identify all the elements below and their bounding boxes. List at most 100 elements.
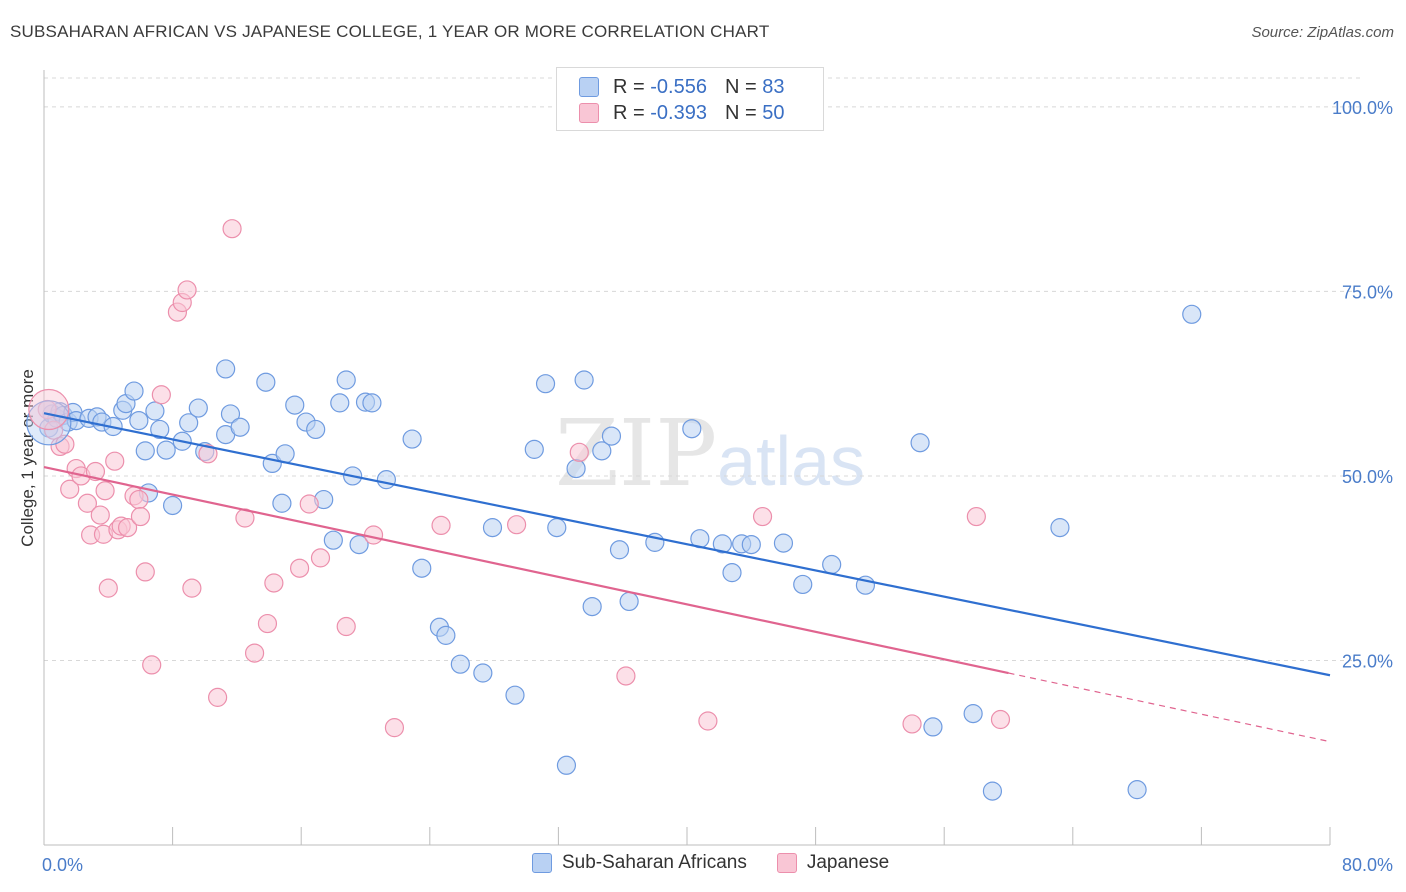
point-japanese [569,442,589,462]
legend-r-value: -0.393 [650,101,707,124]
point-subsaharan-large [26,400,72,446]
point-subsaharan [574,370,594,390]
y-tick-label: 50.0% [1342,467,1393,487]
point-subsaharan [566,458,586,479]
y-tick-label: 25.0% [1342,651,1393,671]
point-japanese-large [28,388,70,431]
point-subsaharan [230,417,250,437]
point-japanese [182,578,202,598]
y-tick-label: 75.0% [1342,282,1393,302]
series-legend: Sub-Saharan Africans Japanese [532,852,919,874]
point-subsaharan [556,755,577,775]
point-japanese [698,711,718,731]
legend-r-label: R = [613,101,651,124]
point-japanese [208,687,228,707]
point-japanese [105,451,125,471]
point-subsaharan [285,395,305,415]
point-japanese [990,709,1011,730]
point-subsaharan [323,530,343,550]
point-japanese [507,515,527,535]
point-japanese [616,666,636,686]
point-subsaharan [592,441,612,461]
chart-source: Source: ZipAtlas.com [1251,24,1394,41]
point-subsaharan [1050,518,1070,538]
point-japanese [44,420,64,440]
point-subsaharan [473,663,493,683]
legend-item-japanese: Japanese [776,852,890,874]
point-subsaharan [150,419,170,440]
point-japanese [289,558,310,578]
point-subsaharan [524,439,544,459]
chart-title: SUBSAHARAN AFRICAN VS JAPANESE COLLEGE, … [10,22,770,41]
point-japanese [966,506,986,527]
legend-swatch-blue [579,77,599,97]
point-subsaharan [1127,780,1147,800]
point-japanese [142,655,162,675]
point-subsaharan [306,419,326,440]
legend-n-value: 50 [762,101,785,124]
point-subsaharan [129,410,149,431]
point-japanese [129,489,149,510]
legend-swatch-pink [776,853,797,873]
point-japanese [151,385,171,405]
point-subsaharan [220,404,241,424]
point-japanese [222,219,242,239]
point-subsaharan [402,429,422,449]
point-subsaharan [436,625,456,645]
point-subsaharan [163,495,183,516]
legend-label-subsaharan: Sub-Saharan Africans [562,852,747,873]
x-tick-label: 80.0% [1342,855,1393,875]
point-japanese [431,515,451,536]
point-subsaharan [349,534,369,555]
legend-r-label: R = [613,75,651,98]
point-subsaharan [412,558,432,578]
point-subsaharan [963,704,983,724]
legend-swatch-pink [579,103,599,123]
point-japanese [130,506,151,527]
point-japanese [264,573,284,593]
point-subsaharan [682,419,702,439]
point-japanese [299,494,319,514]
point-japanese [60,479,80,499]
point-japanese [177,280,197,300]
legend-row-japanese: R = -0.393 N = 50 [579,102,784,124]
watermark-atlas: atlas [717,422,866,500]
point-japanese [90,505,110,525]
point-japanese [384,718,405,738]
legend-label-japanese: Japanese [806,852,890,873]
point-subsaharan [910,433,930,453]
point-subsaharan [601,426,622,446]
point-subsaharan [722,563,742,583]
legend-r-value: -0.556 [650,75,707,98]
y-tick-label: 100.0% [1332,98,1393,118]
legend-swatch-blue [532,853,552,873]
point-subsaharan [145,401,165,421]
legend-n-label: N = [724,101,763,124]
point-subsaharan [330,393,350,413]
point-japanese [95,481,115,501]
point-japanese [257,613,278,634]
point-subsaharan [547,518,567,538]
point-japanese [117,518,138,538]
point-subsaharan [179,413,199,433]
point-subsaharan [923,717,943,737]
point-japanese [752,506,773,527]
point-subsaharan [505,685,525,705]
correlation-legend: R = -0.556 N = 83 R = -0.393 N = 50 [556,67,824,131]
legend-item-subsaharan: Sub-Saharan Africans [532,852,747,874]
point-subsaharan [822,554,842,575]
point-subsaharan [272,493,292,513]
point-japanese [244,643,265,663]
point-japanese [310,548,331,568]
trendline-japanese [43,466,1009,675]
point-subsaharan [773,533,794,553]
point-subsaharan [188,398,208,418]
point-japanese [98,578,118,598]
point-japanese [336,616,356,637]
trendline-japanese-extension [1008,672,1331,743]
point-subsaharan [609,540,630,560]
point-japanese [198,444,218,464]
point-subsaharan [712,534,732,554]
point-subsaharan [362,393,382,413]
